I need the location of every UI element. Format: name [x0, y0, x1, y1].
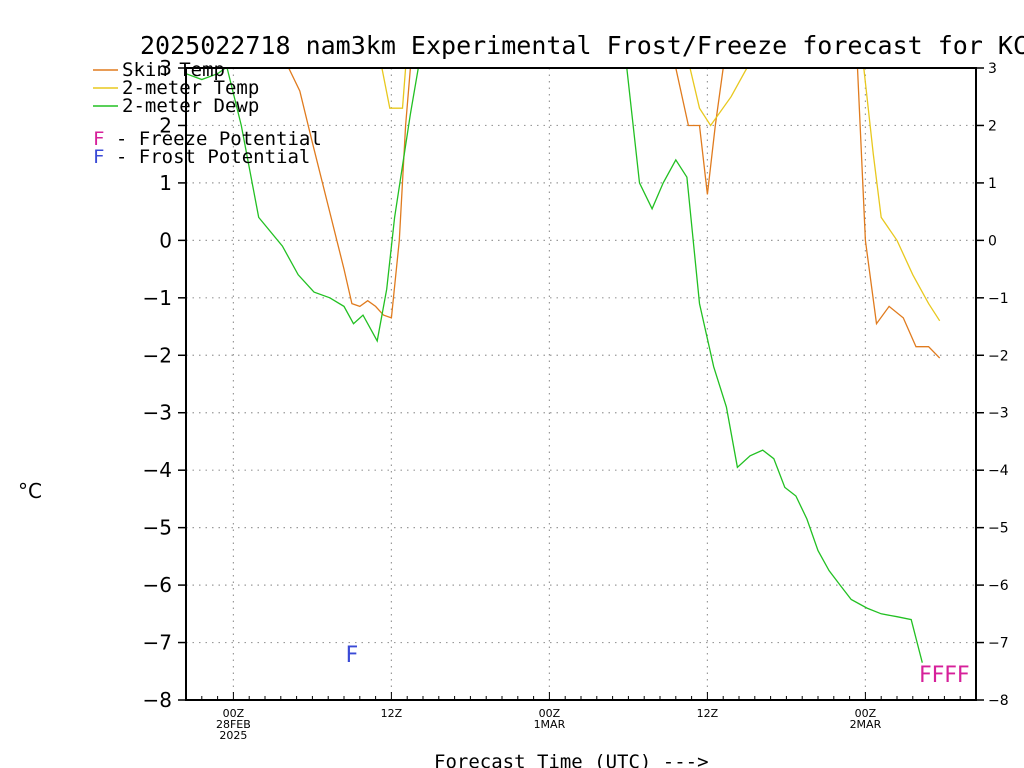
y-tick-label-right: −7	[988, 636, 1009, 652]
y-tick-label-right: 3	[988, 61, 997, 77]
x-tick-label: 12Z	[697, 707, 719, 720]
y-axis-ticks: −8 −8 −7 −7 −6 −6 −5 −5 −4 −4 −3 −3 −2 −2 −1 −1 0 0 1 1 2 2 3 3	[143, 56, 1009, 712]
potential-marker: F	[346, 643, 359, 668]
series-line-dewp	[226, 68, 419, 343]
potential-marker: FFFF	[919, 663, 970, 688]
y-tick-label: 3	[159, 56, 172, 80]
y-tick-label: 0	[159, 228, 172, 252]
x-tick-label: 2025	[219, 729, 247, 742]
x-tick-label: 00Z	[855, 707, 877, 720]
potential-text: - Freeze Potential	[104, 128, 321, 150]
y-tick-label-right: −6	[988, 578, 1009, 594]
chart-title: 2025022718 nam3km Experimental Frost/Fre…	[140, 31, 1024, 60]
y-tick-label: −5	[143, 516, 172, 540]
series-line-skin	[856, 68, 941, 359]
series-line-t2m	[381, 68, 407, 109]
series-lines	[186, 68, 941, 663]
potential-legend-entry: F - Frost Potential	[93, 146, 310, 168]
potential-letter: F	[93, 128, 104, 150]
y-tick-label-right: −5	[988, 521, 1009, 537]
y-tick-label-right: −2	[988, 348, 1009, 364]
y-tick-label-right: −3	[988, 406, 1009, 422]
series-line-skin	[288, 68, 412, 319]
series-line-t2m	[863, 68, 941, 322]
legend-label: 2-meter Dewp	[122, 95, 259, 117]
x-tick-label: 00Z	[223, 707, 245, 720]
y-tick-label: −2	[143, 343, 172, 367]
y-tick-label-right: −8	[988, 693, 1009, 709]
y-tick-label-right: 0	[988, 233, 997, 249]
potential-text: - Frost Potential	[104, 146, 310, 168]
y-tick-label: −8	[143, 688, 172, 712]
y-tick-label-right: −4	[988, 463, 1009, 479]
x-tick-label: 00Z	[539, 707, 561, 720]
x-tick-label: 12Z	[381, 707, 403, 720]
y-tick-label: 2	[159, 113, 172, 137]
y-tick-label: −7	[143, 631, 172, 655]
legend-label: 2-meter Temp	[122, 77, 259, 99]
y-tick-label: −4	[143, 458, 172, 482]
x-tick-label: 2MAR	[850, 718, 882, 731]
potential-legend-entry: F - Freeze Potential	[93, 128, 322, 150]
y-tick-label: −3	[143, 401, 172, 425]
y-tick-label: −1	[143, 286, 172, 310]
x-tick-label: 28FEB	[216, 718, 251, 731]
y-tick-label-right: −1	[988, 291, 1009, 307]
series-line-dewp	[626, 68, 923, 663]
y-tick-label-right: 1	[988, 176, 997, 192]
y-axis-label: °C	[18, 479, 42, 503]
potential-letter: F	[93, 146, 104, 168]
series-line-t2m	[689, 68, 748, 127]
y-tick-label-right: 2	[988, 118, 997, 134]
legend-label: Skin Temp	[122, 59, 225, 81]
y-tick-label: −6	[143, 573, 172, 597]
y-tick-label: 1	[159, 171, 172, 195]
grid-lines	[186, 68, 976, 700]
series-line-dewp	[186, 68, 226, 81]
x-axis-label: Forecast Time (UTC) --->	[434, 751, 709, 768]
series-line-skin	[675, 68, 724, 195]
x-tick-label: 1MAR	[534, 718, 566, 731]
